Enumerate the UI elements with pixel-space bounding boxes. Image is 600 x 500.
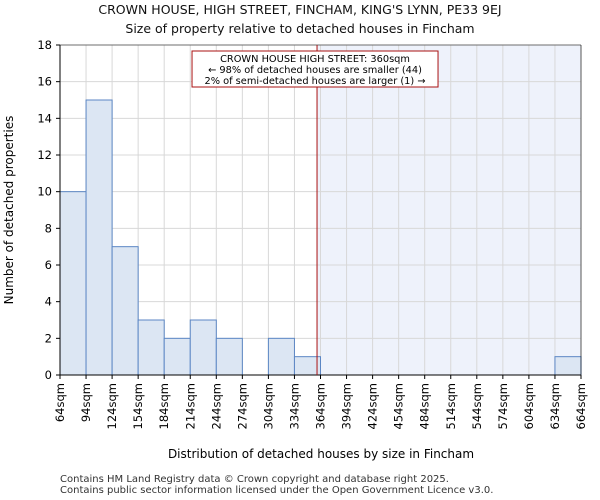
x-tick-label: 364sqm bbox=[314, 383, 328, 429]
annotation-box bbox=[191, 50, 439, 88]
y-tick-label: 14 bbox=[37, 111, 52, 125]
x-axis-label: Distribution of detached houses by size … bbox=[168, 447, 474, 461]
annotation-line: ← 98% of detached houses are smaller (44… bbox=[208, 65, 422, 76]
x-tick-label: 334sqm bbox=[287, 383, 301, 429]
y-tick-label: 12 bbox=[37, 148, 52, 162]
footer-line-2: Contains public sector information licen… bbox=[60, 485, 494, 496]
histogram-bar bbox=[111, 246, 139, 376]
y-tick-label: 4 bbox=[45, 295, 52, 309]
histogram-bar bbox=[189, 319, 217, 376]
histogram-bar bbox=[554, 356, 582, 376]
chart-title: CROWN HOUSE, HIGH STREET, FINCHAM, KING'… bbox=[98, 2, 502, 17]
x-tick-label: 64sqm bbox=[53, 383, 67, 422]
x-tick-label: 214sqm bbox=[183, 383, 197, 429]
x-tick-label: 514sqm bbox=[444, 383, 458, 429]
y-tick-label: 6 bbox=[45, 258, 52, 272]
x-tick-label: 424sqm bbox=[366, 383, 380, 429]
y-tick-label: 16 bbox=[37, 75, 52, 89]
chart-subtitle: Size of property relative to detached ho… bbox=[125, 21, 475, 36]
y-tick-label: 18 bbox=[37, 38, 52, 52]
histogram-bar bbox=[59, 191, 87, 376]
x-tick-label: 184sqm bbox=[157, 383, 171, 429]
histogram-bar bbox=[267, 337, 295, 376]
histogram-bar bbox=[163, 337, 191, 376]
x-tick-label: 484sqm bbox=[418, 383, 432, 429]
footer-line-1: Contains HM Land Registry data © Crown c… bbox=[60, 474, 449, 485]
x-tick-label: 154sqm bbox=[131, 383, 145, 429]
x-tick-label: 274sqm bbox=[235, 383, 249, 429]
larger-region-shade bbox=[317, 45, 581, 375]
x-tick-label: 304sqm bbox=[261, 383, 275, 429]
annotation-line: CROWN HOUSE HIGH STREET: 360sqm bbox=[220, 54, 410, 65]
x-tick-label: 454sqm bbox=[392, 383, 406, 429]
y-tick-label: 8 bbox=[45, 221, 52, 235]
y-tick-label: 0 bbox=[45, 368, 52, 382]
y-tick-label: 10 bbox=[37, 185, 52, 199]
x-tick-label: 574sqm bbox=[496, 383, 510, 429]
x-tick-label: 94sqm bbox=[79, 383, 93, 422]
x-tick-label: 544sqm bbox=[470, 383, 484, 429]
x-tick-label: 664sqm bbox=[574, 383, 588, 429]
histogram-bar bbox=[215, 337, 243, 376]
y-axis-label: Number of detached properties bbox=[2, 116, 16, 305]
histogram-bar bbox=[137, 319, 165, 376]
x-tick-label: 634sqm bbox=[548, 383, 562, 429]
x-tick-label: 244sqm bbox=[209, 383, 223, 429]
y-tick-label: 2 bbox=[45, 331, 52, 345]
x-tick-label: 394sqm bbox=[340, 383, 354, 429]
x-tick-label: 124sqm bbox=[105, 383, 119, 429]
histogram-bar bbox=[85, 99, 113, 376]
x-tick-label: 604sqm bbox=[522, 383, 536, 429]
annotation-line: 2% of semi-detached houses are larger (1… bbox=[204, 76, 425, 87]
